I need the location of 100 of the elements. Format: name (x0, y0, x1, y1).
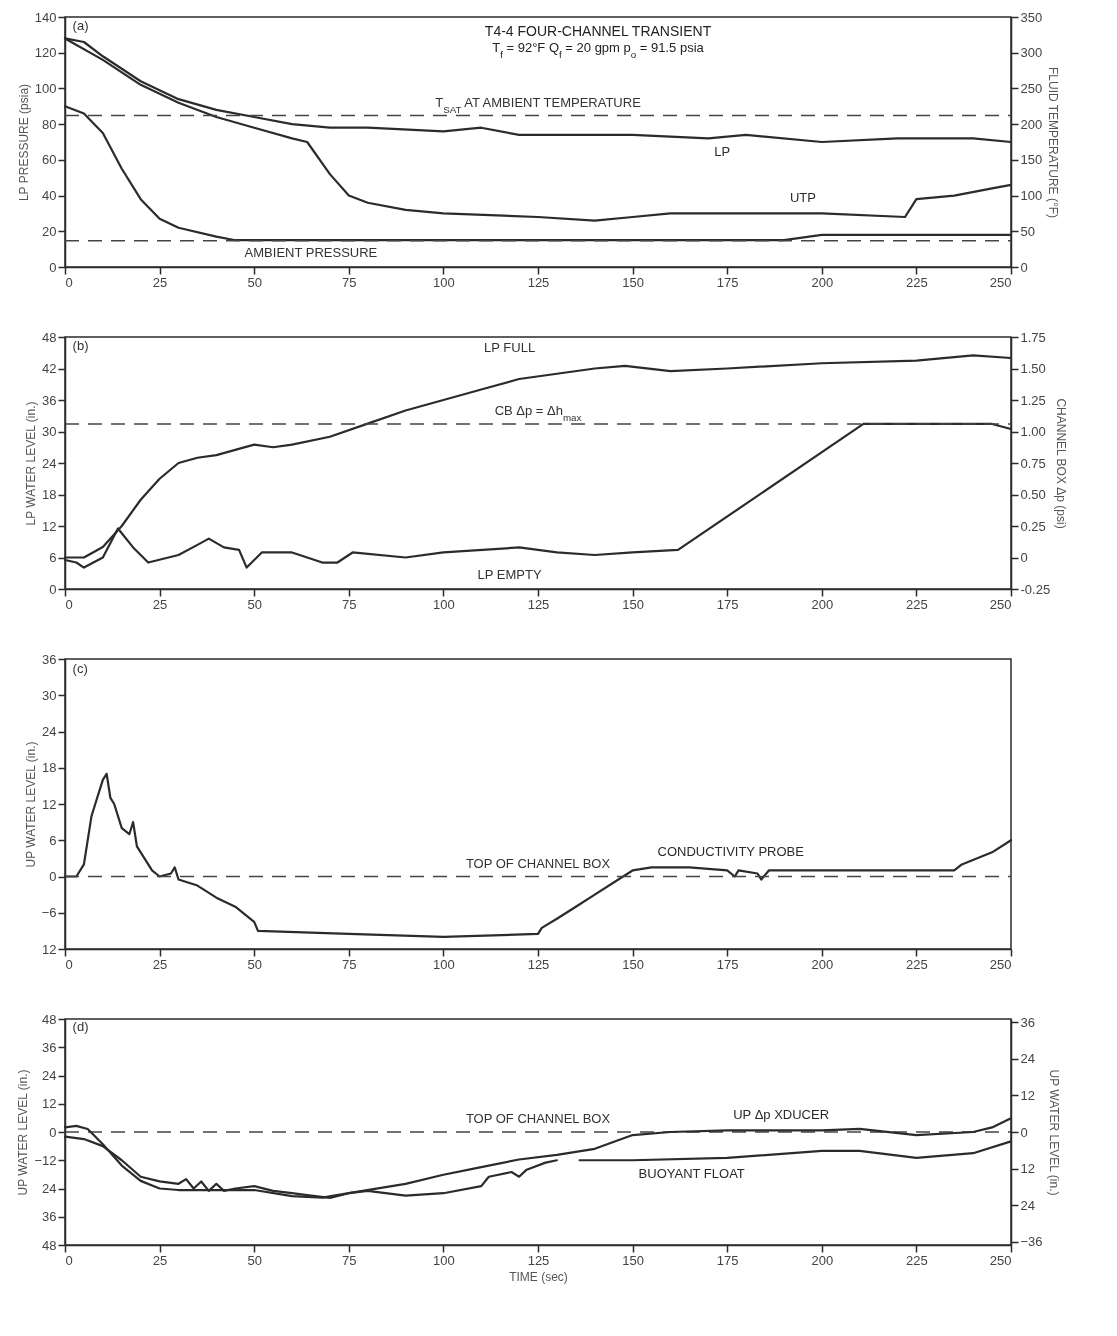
y-tick-label: 36 (42, 392, 57, 408)
y2-tick-label: 350 (1020, 9, 1043, 25)
annotation: LP EMPTY (477, 567, 542, 583)
y-tick-label: 36 (42, 651, 57, 667)
x-tick-label: 75 (342, 1252, 357, 1268)
x-tick-label: 200 (811, 274, 834, 290)
annotation: (b) (72, 337, 89, 353)
y-axis-title: LP WATER LEVEL (in.) (24, 401, 39, 526)
y2-tick-label: 150 (1020, 152, 1043, 168)
x-tick-label: 25 (152, 956, 168, 972)
y2-tick-label: 0 (1020, 550, 1028, 565)
y2-tick-label: 50 (1020, 223, 1035, 239)
x-tick-label: 250 (989, 596, 1012, 612)
y2-tick-label: −36 (1020, 1234, 1043, 1250)
y-tick-label: −6 (41, 905, 57, 921)
y-tick-label: 120 (34, 45, 57, 61)
x-tick-label: 150 (622, 596, 644, 612)
x-tick-label: 0 (65, 274, 73, 290)
y-tick-label: 100 (34, 80, 57, 96)
x-tick-label: 150 (622, 1252, 644, 1268)
annotation: (a) (72, 17, 89, 33)
x-tick-label: 100 (433, 596, 455, 612)
y2-tick-label: 36 (1020, 1014, 1035, 1030)
y2-tick-label: 1.25 (1020, 392, 1046, 408)
y2-tick-label: 0.25 (1020, 518, 1046, 534)
x-tick-label: 225 (906, 596, 928, 612)
y2-tick-label: 12 (1020, 1161, 1035, 1177)
y-tick-label: 30 (42, 424, 57, 439)
x-tick-label: 250 (989, 274, 1012, 290)
y2-axis-title: CHANNEL BOX Δp (psi) (1054, 398, 1069, 529)
series-label: UP Δp XDUCER (733, 1107, 830, 1123)
y-tick-label: 24 (42, 1181, 57, 1196)
ref-line-label: T$_{SAT}$ AT AMBIENT TEMPERATURE (435, 94, 642, 115)
x-tick-label: 125 (527, 1252, 550, 1268)
y-tick-label: 48 (42, 1011, 57, 1027)
y-tick-label: 36 (42, 1039, 57, 1055)
y2-tick-label: 1.50 (1020, 361, 1046, 376)
x-tick-label: 175 (716, 1252, 739, 1268)
y-tick-label: 6 (49, 832, 57, 848)
annotation: (d) (72, 1018, 89, 1034)
y2-tick-label: 250 (1020, 80, 1043, 96)
x-tick-label: 225 (906, 1252, 928, 1268)
x-tick-label: 150 (622, 956, 644, 972)
x-tick-label: 50 (247, 1252, 262, 1268)
y-axis-title: LP PRESSURE (psia) (16, 83, 31, 202)
y-tick-label: 18 (42, 487, 57, 502)
x-tick-label: 150 (622, 274, 644, 290)
y2-tick-label: 0.50 (1020, 487, 1046, 502)
y2-tick-label: -0.25 (1020, 581, 1051, 597)
y-axis-title: UP WATER LEVEL (in.) (16, 1069, 31, 1196)
y-tick-label: 40 (42, 188, 57, 204)
y-tick-label: 20 (42, 223, 57, 239)
y-tick-label: 30 (42, 687, 57, 703)
y2-axis-title: UP WATER LEVEL (in.) (1046, 1069, 1061, 1196)
series-label: CONDUCTIVITY PROBE (657, 844, 805, 860)
chart-title: T4-4 FOUR-CHANNEL TRANSIENT (484, 23, 712, 39)
x-tick-label: 225 (906, 956, 928, 972)
x-tick-label: 200 (811, 596, 834, 612)
x-tick-label: 0 (65, 1252, 73, 1268)
y2-tick-label: 12 (1020, 1087, 1035, 1103)
y2-tick-label: 1.00 (1020, 424, 1046, 439)
y-tick-label: 36 (42, 1209, 57, 1225)
x-tick-label: 250 (989, 956, 1012, 972)
y-tick-label: 80 (42, 116, 57, 132)
x-tick-label: 175 (716, 956, 739, 972)
y2-tick-label: 0 (1020, 259, 1028, 275)
y-tick-label: 12 (42, 941, 57, 957)
y2-tick-label: 1.75 (1020, 329, 1046, 345)
y2-axis-title: FLUID TEMPERATURE (°F) (1046, 66, 1061, 219)
y2-tick-label: 100 (1020, 188, 1043, 204)
x-tick-label: 125 (527, 956, 550, 972)
x-tick-label: 175 (716, 596, 739, 612)
y2-tick-label: 200 (1020, 116, 1043, 132)
y-tick-label: 24 (42, 455, 57, 471)
y-tick-label: 24 (42, 724, 57, 739)
text: T$_{f}$ = 92°F Q$_{f}$ = 20 gpm p$_{o}$ = 91.5 psia (492, 40, 705, 60)
y-tick-label: 0 (49, 869, 57, 884)
x-tick-label: 25 (152, 596, 168, 612)
x-tick-label: 75 (342, 956, 357, 972)
y-tick-label: 60 (42, 152, 57, 168)
x-tick-label: 125 (527, 274, 550, 290)
y-tick-label: 6 (49, 550, 57, 565)
x-tick-label: 25 (152, 1252, 168, 1268)
x-tick-label: 50 (247, 274, 262, 290)
x-tick-label: 25 (152, 274, 168, 290)
y2-tick-label: 24 (1020, 1197, 1035, 1213)
y-axis-title: UP WATER LEVEL (in.) (23, 741, 38, 868)
y-tick-label: 42 (42, 361, 57, 376)
x-tick-label: 175 (716, 274, 739, 290)
series-label: LP (714, 144, 731, 160)
annotation: LP FULL (484, 340, 536, 356)
y-tick-label: 18 (42, 760, 57, 776)
x-tick-label: 225 (906, 274, 928, 290)
y2-tick-label: 0.75 (1020, 455, 1046, 471)
x-tick-label: 50 (247, 596, 262, 612)
series-label: UTP (789, 190, 816, 206)
ref-line-label: TOP OF CHANNEL BOX (465, 1111, 611, 1126)
annotation: (c) (72, 661, 88, 677)
x-tick-label: 200 (811, 956, 834, 972)
x-tick-label: 250 (989, 1252, 1012, 1268)
